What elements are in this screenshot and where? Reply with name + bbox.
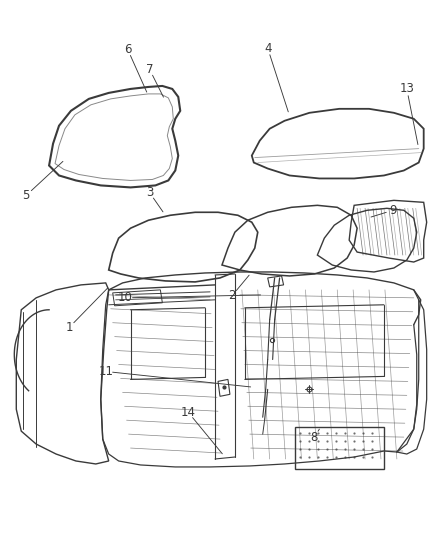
Text: 4: 4 [264,42,272,55]
Text: 11: 11 [98,365,113,378]
Text: 9: 9 [389,204,397,217]
Text: 14: 14 [181,406,196,419]
Text: 5: 5 [22,189,30,202]
Text: 10: 10 [118,292,133,304]
Text: 1: 1 [65,321,73,334]
Text: 2: 2 [228,289,236,302]
Text: 13: 13 [399,83,414,95]
Text: 8: 8 [311,431,318,443]
Text: 7: 7 [146,62,153,76]
Text: 3: 3 [146,186,153,199]
Text: 6: 6 [124,43,131,55]
